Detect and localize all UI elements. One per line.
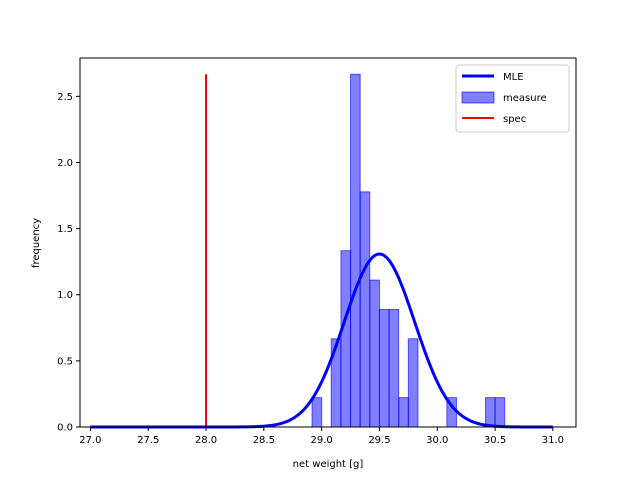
x-tick-label: 28.5	[253, 435, 275, 446]
y-tick-label: 2.5	[57, 92, 73, 103]
histogram-bar	[388, 308, 400, 428]
legend-label: measure	[503, 93, 547, 104]
legend: MLE measure spec	[455, 64, 570, 133]
plot-area	[79, 57, 577, 429]
y-tick-label: 0.0	[57, 423, 73, 434]
x-tick-label: 29.0	[311, 435, 333, 446]
x-tick-label: 27.5	[137, 435, 159, 446]
legend-label: MLE	[503, 72, 524, 83]
histogram-bar	[407, 338, 419, 428]
y-tick-label: 0.5	[57, 356, 73, 367]
y-axis-label: frequency	[31, 218, 42, 268]
x-tick-label: 31.0	[542, 435, 564, 446]
y-axis: 0.0 0.5 1.0 1.5 2.0 2.5	[57, 92, 80, 434]
legend-swatch-measure	[461, 91, 495, 104]
legend-box	[455, 64, 570, 133]
histogram-bar	[350, 73, 361, 428]
histogram-bar	[398, 397, 409, 428]
x-axis: 27.0 27.5 28.0 28.5 29.0 29.5 30.0 30.5 31.0	[79, 427, 564, 446]
histogram-bar	[311, 397, 323, 428]
x-tick-label: 29.5	[368, 435, 390, 446]
histogram-bar	[494, 397, 506, 428]
y-tick-label: 2.0	[57, 158, 73, 169]
x-tick-label: 30.5	[484, 435, 506, 446]
histogram-bar	[369, 279, 380, 428]
x-tick-label: 30.0	[426, 435, 448, 446]
y-tick-label: 1.0	[57, 290, 73, 301]
histogram-bar	[340, 250, 352, 428]
x-tick-label: 28.0	[195, 435, 217, 446]
histogram-bar	[378, 308, 390, 428]
x-tick-label: 27.0	[79, 435, 101, 446]
y-tick-label: 1.5	[57, 224, 73, 235]
axes-frame	[79, 57, 577, 428]
histogram-bar	[359, 191, 371, 428]
x-axis-label: net weight [g]	[293, 459, 364, 470]
legend-label: spec	[503, 114, 526, 125]
histogram-bar	[484, 397, 496, 428]
